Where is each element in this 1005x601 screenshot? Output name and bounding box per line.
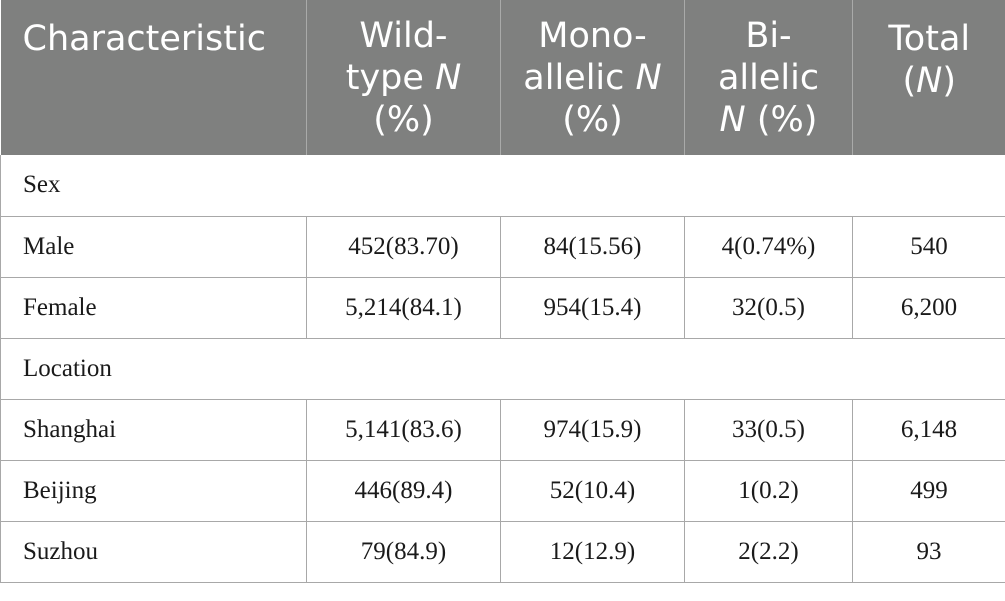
cell-monoallelic: 52(10.4) [500, 460, 685, 522]
table-row: Shanghai 5,141(83.6) 974(15.9) 33(0.5) 6… [0, 399, 1005, 461]
row-label: Suzhou [0, 521, 307, 583]
cell-wildtype: 446(89.4) [306, 460, 501, 522]
row-label: Beijing [0, 460, 307, 522]
cell-biallelic: 1(0.2) [684, 460, 853, 522]
table-row: Female 5,214(84.1) 954(15.4) 32(0.5) 6,2… [0, 277, 1005, 339]
cell-total: 6,200 [852, 277, 1005, 339]
row-label: Shanghai [0, 399, 307, 461]
header-characteristic: Characteristic [0, 0, 307, 155]
header-row: Characteristic Wild- type N (%) Mono- al… [0, 0, 1005, 155]
cell-total: 540 [852, 216, 1005, 278]
cell-monoallelic: 954(15.4) [500, 277, 685, 339]
section-row-location: Location [0, 338, 1005, 400]
table-row: Beijing 446(89.4) 52(10.4) 1(0.2) 499 [0, 460, 1005, 522]
header-wildtype: Wild- type N (%) [306, 0, 501, 155]
header-biallelic: Bi- allelic N (%) [684, 0, 853, 155]
cell-wildtype: 452(83.70) [306, 216, 501, 278]
cell-biallelic: 2(2.2) [684, 521, 853, 583]
cell-wildtype: 5,141(83.6) [306, 399, 501, 461]
cell-monoallelic: 12(12.9) [500, 521, 685, 583]
cell-total: 6,148 [852, 399, 1005, 461]
row-label: Female [0, 277, 307, 339]
table-row: Suzhou 79(84.9) 12(12.9) 2(2.2) 93 [0, 521, 1005, 583]
cell-monoallelic: 84(15.56) [500, 216, 685, 278]
row-label: Male [0, 216, 307, 278]
section-label: Sex [0, 155, 1005, 217]
header-monoallelic: Mono- allelic N (%) [500, 0, 685, 155]
table-row: Male 452(83.70) 84(15.56) 4(0.74%) 540 [0, 216, 1005, 278]
cell-biallelic: 32(0.5) [684, 277, 853, 339]
cell-biallelic: 4(0.74%) [684, 216, 853, 278]
cell-total: 499 [852, 460, 1005, 522]
genotype-table: Characteristic Wild- type N (%) Mono- al… [0, 0, 1005, 583]
cell-wildtype: 5,214(84.1) [306, 277, 501, 339]
header-total: Total (N) [852, 0, 1005, 155]
cell-monoallelic: 974(15.9) [500, 399, 685, 461]
cell-total: 93 [852, 521, 1005, 583]
cell-wildtype: 79(84.9) [306, 521, 501, 583]
section-row-sex: Sex [0, 155, 1005, 217]
cell-biallelic: 33(0.5) [684, 399, 853, 461]
section-label: Location [0, 338, 1005, 400]
